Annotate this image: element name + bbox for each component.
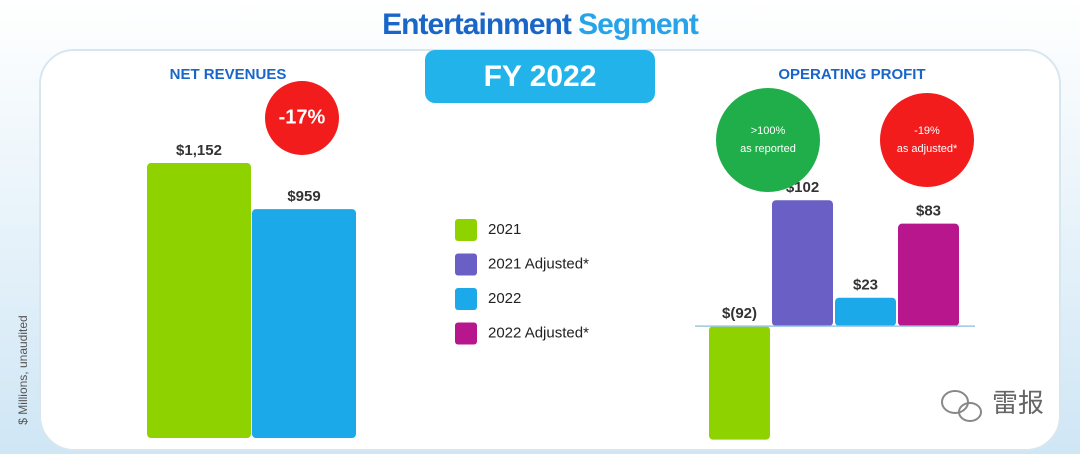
title-main: Entertainment	[382, 8, 572, 41]
bar	[709, 326, 770, 440]
annotation-text: >100%	[751, 125, 786, 137]
legend-swatch	[455, 219, 477, 241]
watermark: 雷报	[992, 388, 1044, 418]
fy-badge-text: FY 2022	[484, 60, 597, 93]
annotation-text: as reported	[740, 143, 796, 155]
legend-label: 2022	[488, 290, 521, 307]
value-label: $1,152	[176, 142, 222, 159]
chart-title: NET REVENUES	[170, 66, 287, 83]
chart-title: OPERATING PROFIT	[778, 66, 925, 83]
bar	[772, 200, 833, 327]
legend-label: 2022 Adjusted*	[488, 324, 589, 341]
title-accent: Segment	[578, 8, 699, 41]
watermark-icon	[941, 390, 982, 422]
legend-label: 2021	[488, 221, 521, 238]
annotation-text: as adjusted*	[897, 143, 958, 155]
bar	[835, 297, 896, 327]
fy-badge	[425, 50, 655, 103]
legend-label: 2021 Adjusted*	[488, 255, 589, 272]
value-label: $(92)	[722, 305, 757, 322]
annotation-text: -17%	[279, 106, 326, 128]
bar	[252, 209, 356, 438]
legend-swatch	[455, 288, 477, 310]
value-label: $23	[853, 277, 878, 294]
legend-swatch	[455, 322, 477, 345]
bar	[147, 163, 251, 438]
annotation-text: -19%	[914, 125, 940, 137]
value-label: $959	[287, 188, 320, 205]
annotation-badge	[880, 93, 974, 187]
axis-note: $ Millions, unaudited	[16, 315, 30, 424]
page-title: Entertainment Segment	[382, 8, 699, 41]
legend-swatch	[455, 253, 477, 276]
bar	[898, 223, 959, 327]
value-label: $83	[916, 203, 941, 220]
annotation-badge	[716, 88, 820, 192]
annotation-badge	[265, 81, 339, 155]
